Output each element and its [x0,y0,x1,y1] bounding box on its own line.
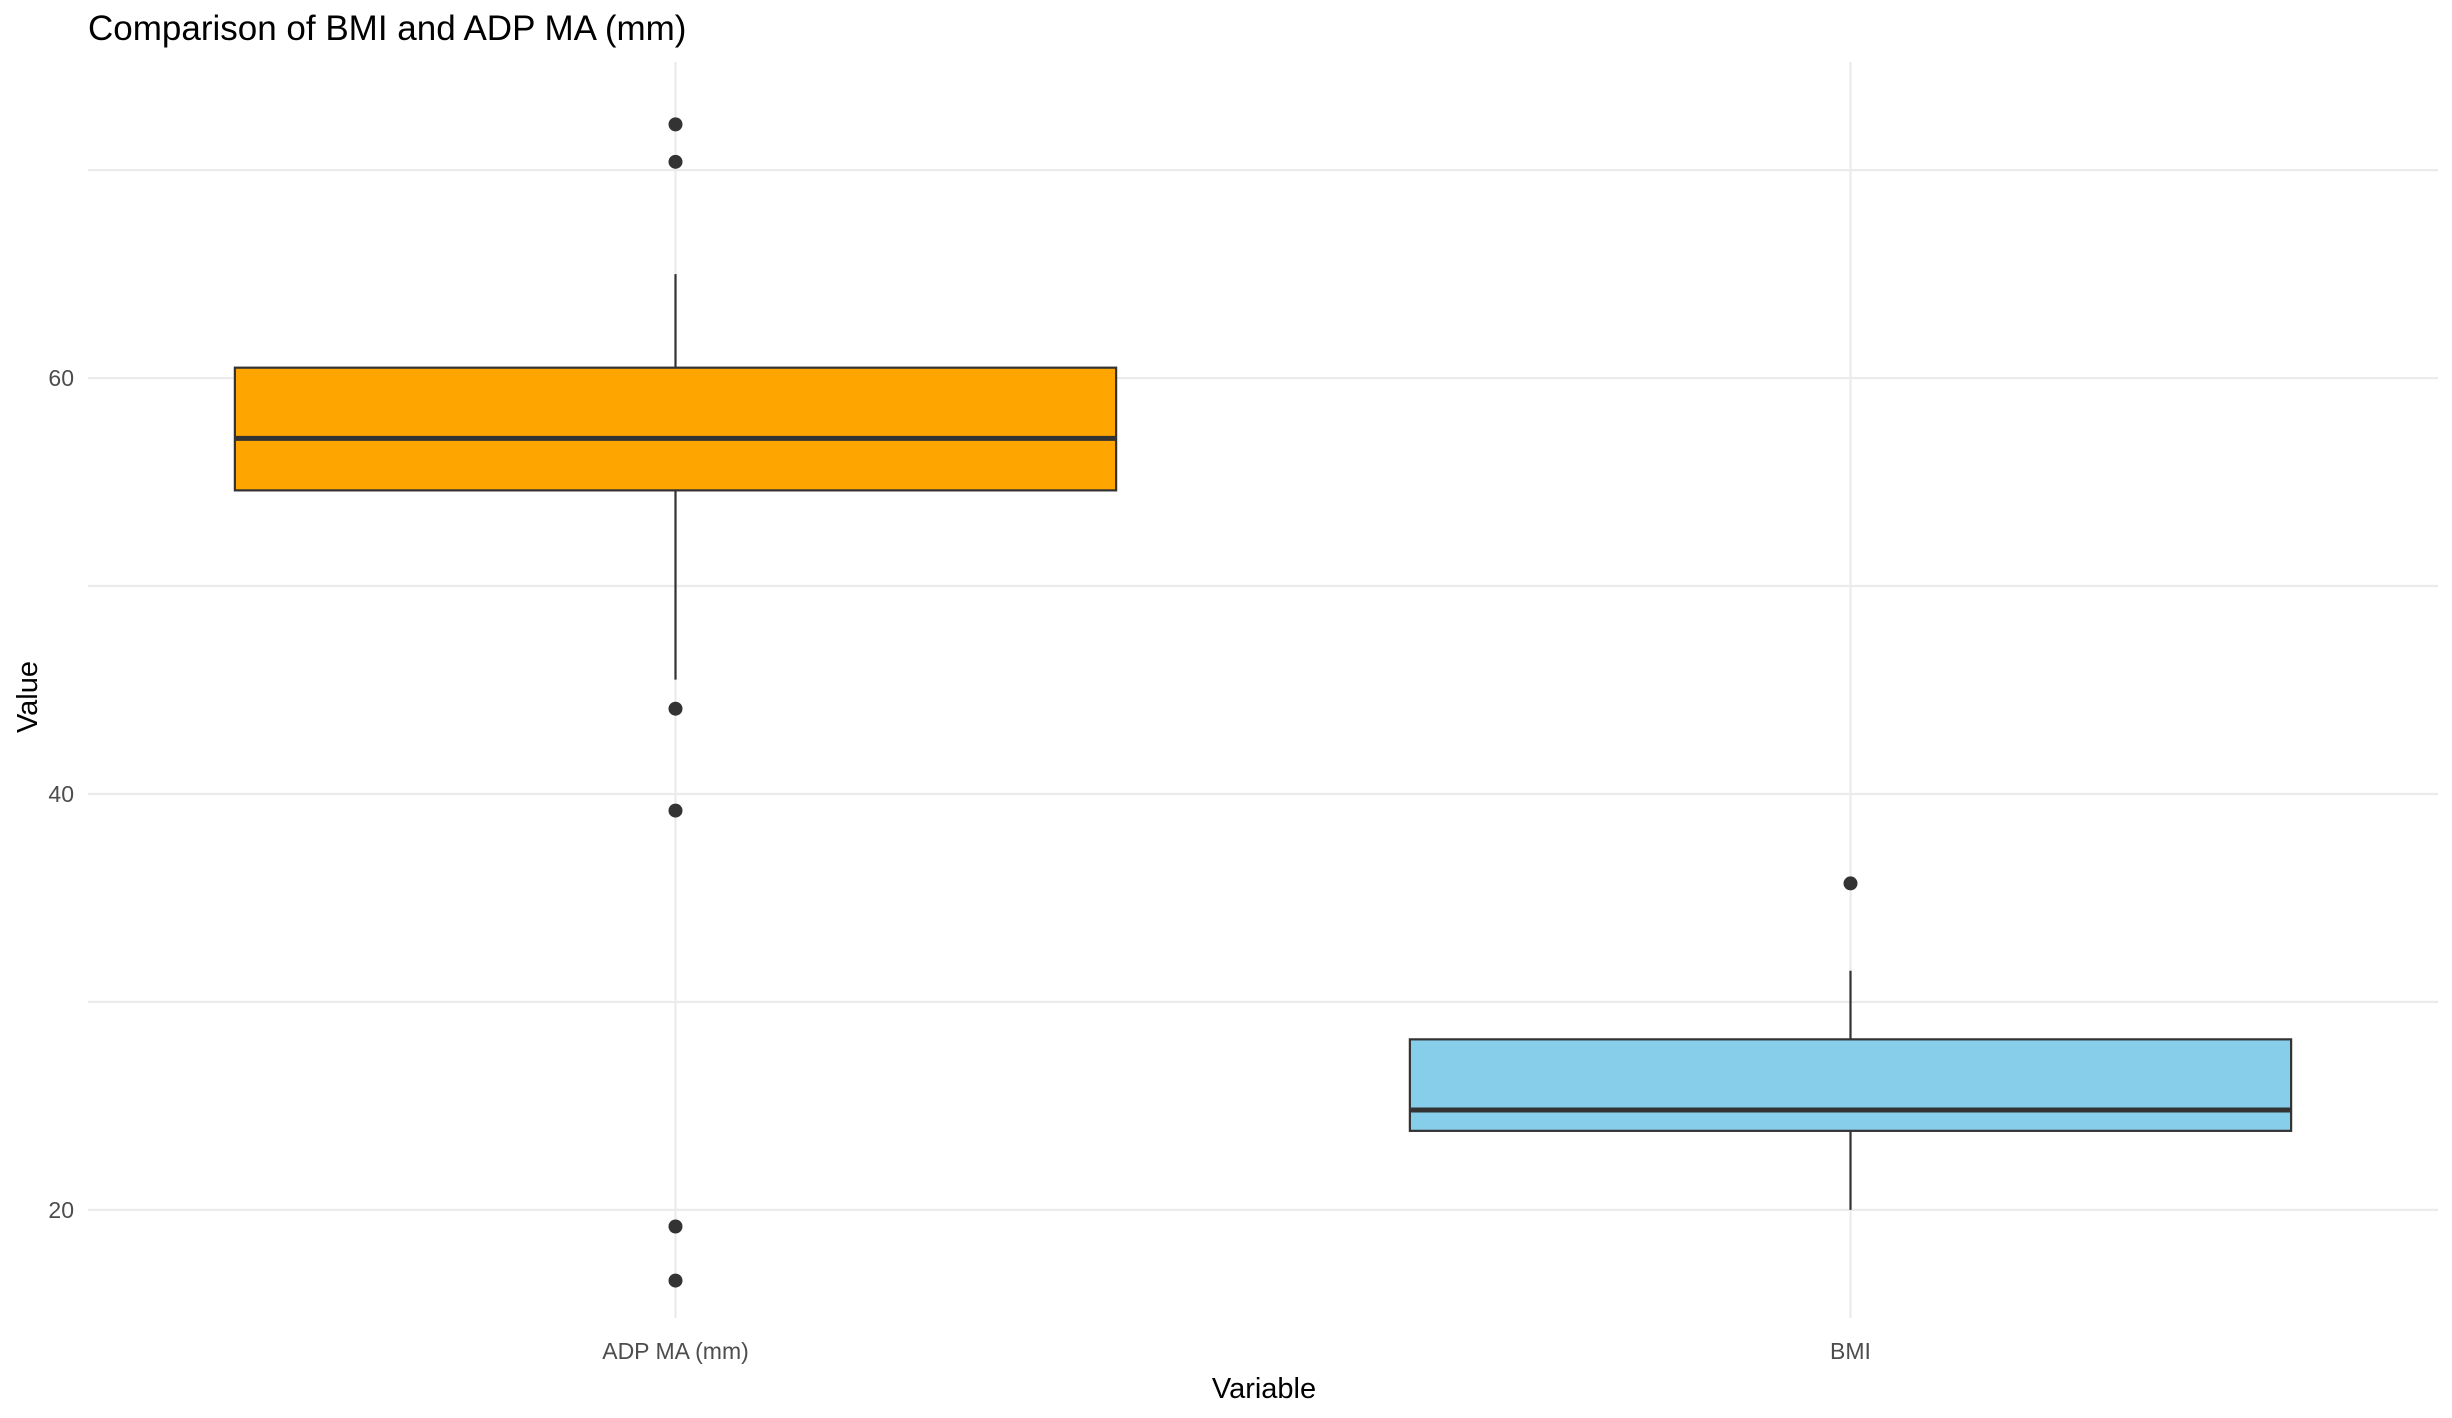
box-rect [233,366,1118,492]
outlier-point [668,154,683,169]
outlier-point [668,803,683,818]
box-group [1408,876,2293,1210]
y-tick-label: 20 [48,1197,74,1223]
y-tick-label: 40 [48,781,74,807]
x-tick-label: BMI [1830,1338,1871,1364]
outlier-point [1843,876,1858,891]
outlier-point [668,701,683,716]
x-tick-label: ADP MA (mm) [602,1338,749,1364]
outlier-point [668,1219,683,1234]
y-axis-title: Value [12,661,44,733]
box-group [233,117,1118,1288]
box-rect [1408,1038,2293,1132]
boxes [233,117,2293,1288]
chart-title: Comparison of BMI and ADP MA (mm) [88,9,686,48]
tick-labels: 20 40 60 ADP MA (mm) BMI [48,365,1871,1364]
y-tick-label: 60 [48,365,74,391]
outlier-point [668,117,683,132]
outlier-point [668,1273,683,1288]
x-axis-title: Variable [1212,1373,1316,1405]
